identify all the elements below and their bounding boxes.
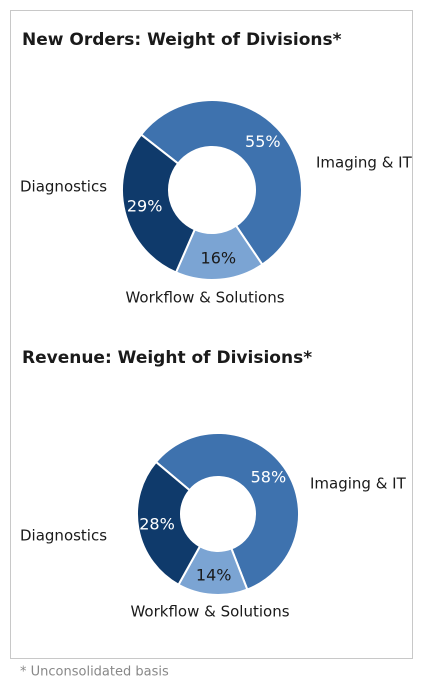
value-label: 29%	[127, 197, 163, 216]
category-label: Imaging & IT	[310, 475, 407, 493]
category-label: Diagnostics	[20, 178, 107, 196]
donut-segment	[139, 99, 303, 267]
category-label: Workflow & Solutions	[130, 603, 289, 621]
chart-title: Revenue: Weight of Divisions*	[22, 348, 312, 368]
category-label: Imaging & IT	[316, 154, 413, 172]
footnote: * Unconsolidated basis	[20, 665, 169, 680]
category-label: Diagnostics	[20, 527, 107, 545]
value-label: 14%	[196, 565, 232, 584]
category-label: Workflow & Solutions	[125, 289, 284, 307]
donut-segment	[136, 460, 202, 587]
value-label: 16%	[201, 249, 237, 268]
panel-border	[10, 10, 413, 659]
donut-segment	[154, 432, 300, 591]
value-label: 55%	[245, 132, 281, 151]
donut-segment	[121, 133, 197, 274]
value-label: 58%	[251, 467, 287, 486]
chart-title: New Orders: Weight of Divisions*	[22, 30, 342, 50]
value-label: 28%	[139, 515, 175, 534]
